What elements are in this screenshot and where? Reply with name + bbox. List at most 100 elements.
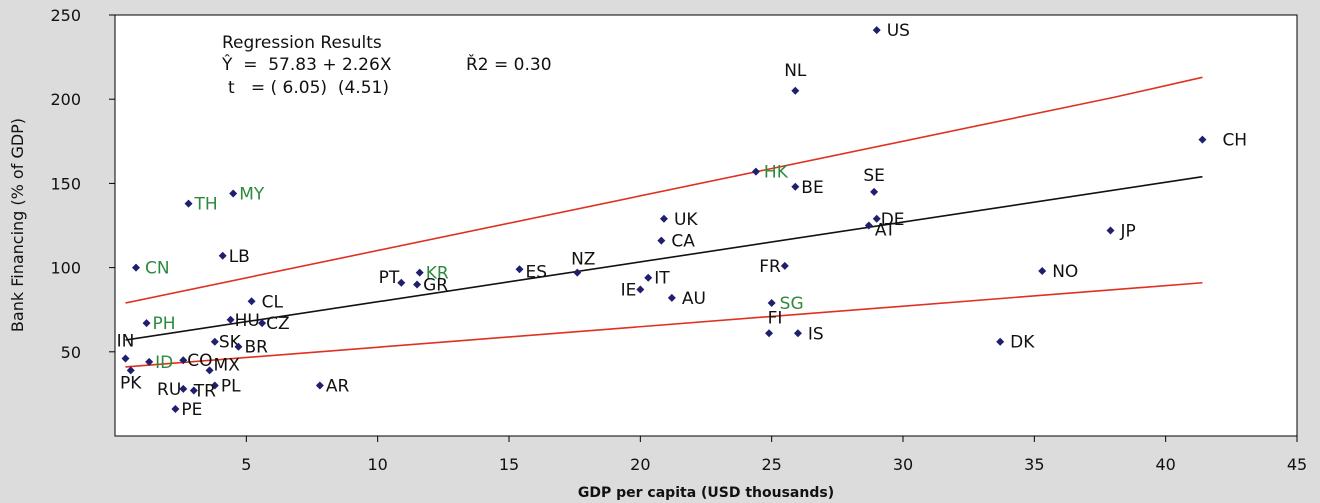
y-axis-label: Bank Financing (% of GDP) [8, 118, 27, 332]
data-point-ph [142, 319, 151, 328]
x-tick-label: 15 [499, 455, 519, 474]
data-point-br [234, 342, 243, 351]
point-label-ch: CH [1222, 131, 1247, 151]
data-point-au [667, 293, 676, 302]
data-point-de [872, 214, 881, 223]
x-axis-ticks: 5 10 15 20 25 30 35 40 45 [241, 436, 1307, 474]
data-point-ru [179, 384, 188, 393]
data-point-th [184, 199, 193, 208]
point-label-pt: PT [379, 268, 400, 288]
data-point-lb [218, 251, 227, 260]
plot-area [114, 14, 1298, 437]
annotation-r-squared: Ř2 = 0.30 [466, 53, 552, 75]
point-label-nl: NL [784, 61, 807, 81]
data-point-hu [226, 315, 235, 324]
data-point-pe [171, 405, 180, 414]
data-point-in [121, 354, 130, 363]
y-tick-label: 50 [61, 343, 81, 362]
point-label-ru: RU [157, 380, 181, 400]
point-label-ca: CA [671, 232, 695, 252]
point-label-be: BE [801, 178, 823, 198]
point-label-uk: UK [674, 210, 698, 230]
y-axis-ticks: 50 100 150 200 250 [50, 6, 115, 362]
x-axis-label: GDP per capita (USD thousands) [578, 485, 834, 501]
data-point-dk [996, 337, 1005, 346]
annotation-equation: Ŷ = 57.83 + 2.26X [221, 53, 392, 75]
data-point-fr [780, 261, 789, 270]
point-label-ar: AR [326, 376, 350, 396]
data-point-cn [132, 263, 141, 272]
x-tick-label: 10 [367, 455, 387, 474]
data-point-co [179, 356, 188, 365]
x-tick-label: 40 [1155, 455, 1175, 474]
data-point-nz [573, 268, 582, 277]
fit-line [125, 175, 1203, 341]
data-point-kr [415, 268, 424, 277]
data-point-pt [397, 278, 406, 287]
y-tick-label: 200 [50, 90, 81, 109]
point-label-no: NO [1052, 262, 1078, 282]
point-label-de: DE [881, 210, 905, 230]
x-tick-label: 35 [1024, 455, 1044, 474]
x-tick-label: 45 [1287, 455, 1307, 474]
y-tick-label: 150 [50, 174, 81, 193]
point-label-th: TH [194, 195, 218, 215]
data-point-is [793, 329, 802, 338]
point-label-us: US [887, 21, 910, 41]
point-label-ie: IE [621, 280, 637, 300]
point-label-pe: PE [181, 400, 202, 420]
data-point-ar [315, 381, 324, 390]
data-point-sg [767, 298, 776, 307]
data-point-no [1038, 266, 1047, 275]
data-point-nl [791, 86, 800, 95]
point-label-es: ES [526, 262, 548, 282]
data-point-mx [205, 366, 214, 375]
data-point-be [791, 182, 800, 191]
point-label-tr: TR [193, 382, 216, 402]
data-point-cz [258, 319, 267, 328]
data-point-my [229, 189, 238, 198]
x-tick-label: 30 [893, 455, 913, 474]
data-point-sk [210, 337, 219, 346]
data-point-pk [126, 366, 135, 375]
data-point-uk [659, 214, 668, 223]
data-point-at [864, 221, 873, 230]
point-label-ph: PH [153, 314, 176, 334]
point-label-fi: FI [768, 308, 783, 328]
data-point-us [872, 26, 881, 35]
annotation-title: Regression Results [222, 33, 382, 53]
point-label-dk: DK [1010, 333, 1035, 353]
data-point-ie [636, 285, 645, 294]
point-label-mx: MX [214, 355, 241, 375]
data-point-fi [765, 329, 774, 338]
y-tick-label: 250 [50, 6, 81, 25]
data-point-se [870, 187, 879, 196]
point-label-pk: PK [120, 373, 142, 393]
point-label-br: BR [244, 338, 268, 358]
point-label-cl: CL [262, 292, 284, 312]
point-label-jp: JP [1120, 222, 1136, 242]
y-tick-label: 100 [50, 259, 81, 278]
point-label-is: IS [808, 324, 824, 344]
upper-band-line [125, 76, 1203, 304]
data-point-gr [413, 280, 422, 289]
point-label-at: AT [875, 221, 896, 241]
point-label-sg: SG [780, 294, 804, 314]
x-tick-label: 5 [241, 455, 251, 474]
point-label-au: AU [682, 289, 706, 309]
data-point-es [515, 265, 524, 274]
point-label-nz: NZ [571, 250, 595, 270]
point-label-cz: CZ [266, 314, 290, 334]
point-label-gr: GR [423, 275, 448, 295]
x-tick-label: 25 [761, 455, 781, 474]
point-label-se: SE [863, 166, 885, 186]
point-label-lb: LB [229, 247, 250, 267]
lower-band-line [125, 281, 1203, 368]
point-label-co: CO [187, 351, 212, 371]
point-label-id: ID [155, 353, 173, 373]
data-point-id [145, 357, 154, 366]
annotation-t-values: t = ( 6.05) (4.51) [228, 78, 389, 98]
data-point-tr [189, 386, 198, 395]
x-tick-label: 20 [630, 455, 650, 474]
